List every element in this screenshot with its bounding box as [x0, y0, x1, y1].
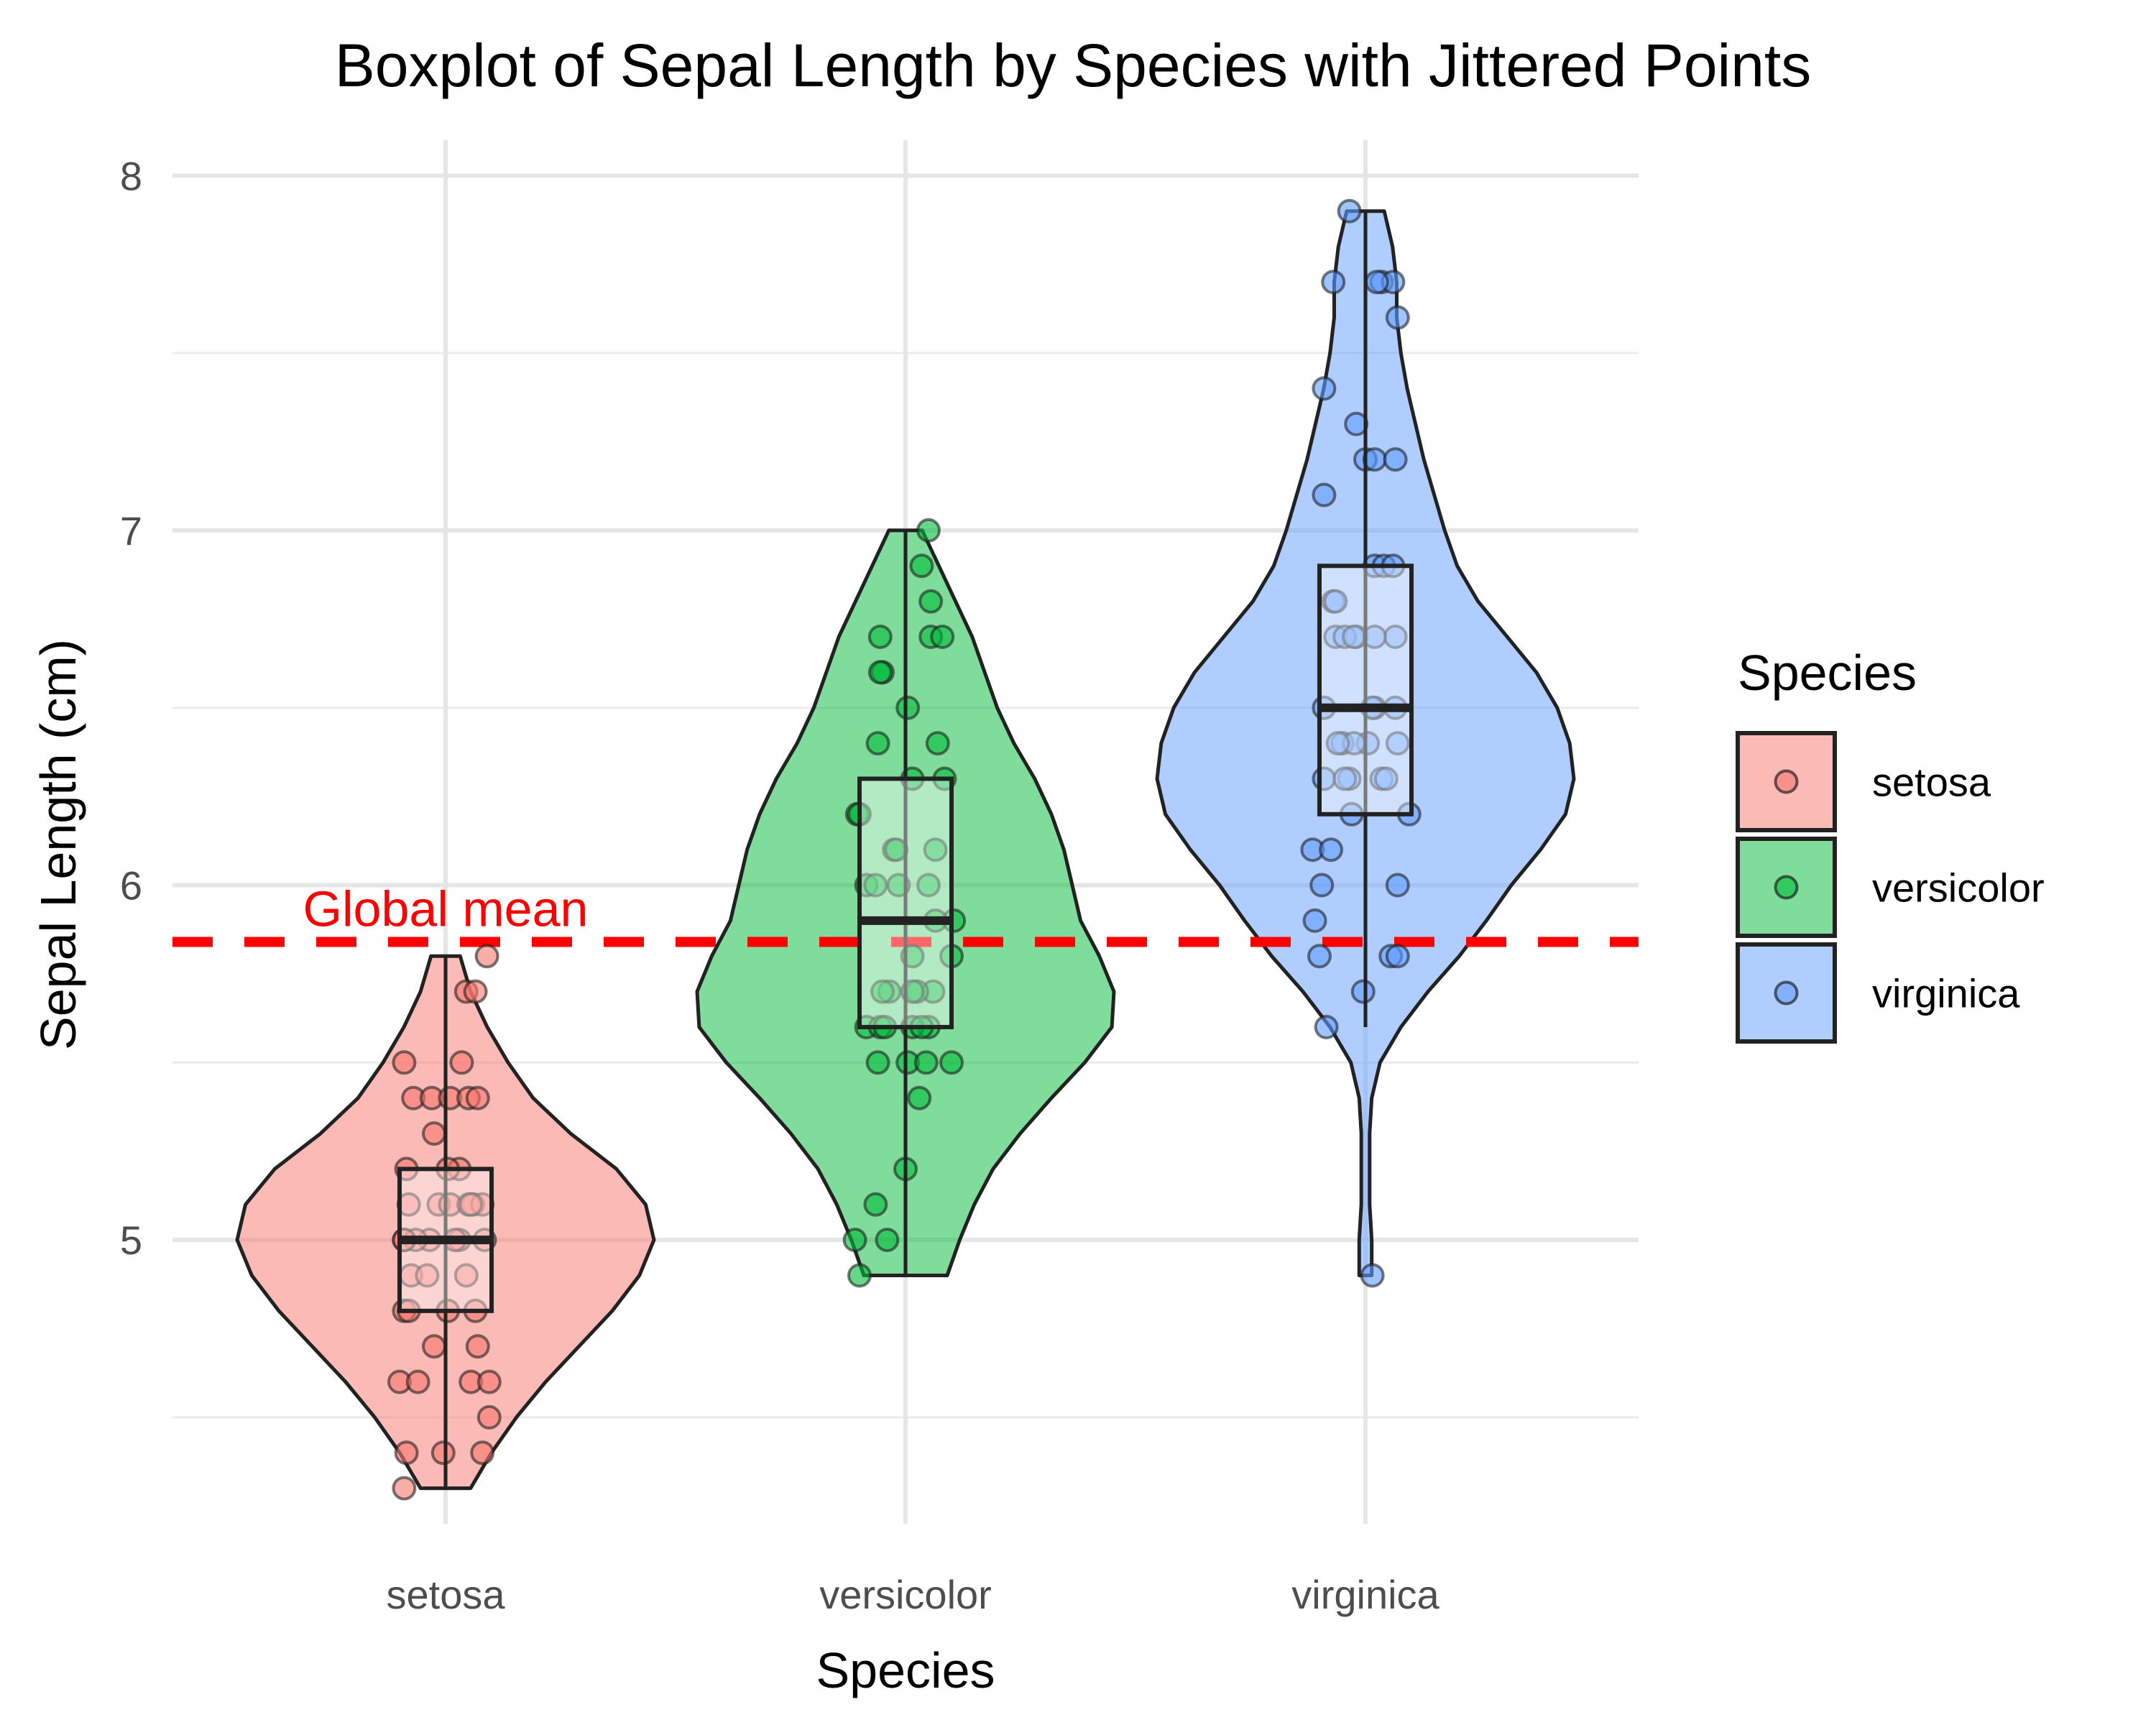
- x-axis-ticks: setosa versicolor virginica: [387, 1572, 1440, 1617]
- point-versicolor: [875, 1228, 900, 1253]
- point-versicolor: [916, 873, 941, 898]
- point-setosa: [415, 1263, 440, 1288]
- point-virginica: [1309, 873, 1335, 898]
- legend-label-setosa: setosa: [1872, 760, 1991, 805]
- point-setosa: [459, 1192, 484, 1217]
- point-virginica: [1383, 447, 1408, 472]
- point-virginica: [1385, 731, 1410, 756]
- y-tick-label: 7: [120, 508, 142, 553]
- point-versicolor: [867, 625, 893, 649]
- y-tick-label: 8: [120, 153, 142, 198]
- legend-point-setosa: [1774, 769, 1799, 794]
- legend-point-virginica: [1774, 980, 1799, 1006]
- point-setosa: [463, 979, 488, 1004]
- point-virginica: [1385, 873, 1410, 898]
- point-versicolor: [925, 731, 950, 756]
- point-virginica: [1350, 979, 1376, 1004]
- point-versicolor: [909, 553, 934, 579]
- point-versicolor: [918, 589, 944, 614]
- legend-entry-setosa: setosa: [1736, 731, 1991, 832]
- point-virginica: [1385, 944, 1410, 969]
- point-virginica: [1325, 731, 1350, 756]
- point-virginica: [1319, 837, 1343, 862]
- legend: Species setosa versicolor virginica: [1736, 645, 2045, 1044]
- point-virginica: [1373, 766, 1399, 791]
- point-setosa: [422, 1121, 446, 1146]
- point-versicolor: [930, 625, 955, 649]
- point-virginica: [1365, 270, 1389, 295]
- point-setosa: [405, 1369, 430, 1394]
- legend-title: Species: [1738, 645, 1917, 701]
- point-setosa: [392, 1050, 417, 1075]
- point-setosa: [453, 1263, 479, 1288]
- point-virginica: [1332, 766, 1358, 791]
- point-virginica: [1312, 482, 1337, 507]
- box-versicolor: [857, 776, 954, 1029]
- point-versicolor: [913, 1050, 939, 1075]
- box-virginica: [1317, 564, 1414, 816]
- global-mean-label: Global mean: [303, 881, 589, 937]
- legend-label-versicolor: versicolor: [1872, 865, 2045, 911]
- point-versicolor: [847, 1263, 872, 1288]
- point-setosa: [470, 1440, 495, 1466]
- point-versicolor: [895, 695, 921, 720]
- point-virginica: [1321, 270, 1346, 295]
- point-setosa: [392, 1476, 417, 1501]
- point-setosa: [422, 1334, 446, 1359]
- point-setosa: [465, 1085, 490, 1110]
- point-versicolor: [939, 1050, 964, 1075]
- point-versicolor: [916, 518, 941, 543]
- point-setosa: [449, 1050, 474, 1075]
- point-setosa: [394, 1440, 419, 1466]
- point-setosa: [476, 1404, 502, 1430]
- y-tick-label: 5: [120, 1218, 142, 1263]
- point-virginica: [1312, 376, 1337, 401]
- boxplots: [397, 211, 1414, 1489]
- point-setosa: [476, 1369, 502, 1394]
- point-setosa: [430, 1440, 456, 1466]
- point-virginica: [1385, 305, 1410, 330]
- legend-point-versicolor: [1774, 875, 1799, 900]
- point-versicolor: [870, 979, 895, 1004]
- x-tick-label: versicolor: [819, 1572, 992, 1617]
- point-versicolor: [865, 731, 890, 756]
- legend-entry-versicolor: versicolor: [1736, 837, 2045, 938]
- point-versicolor: [863, 1192, 888, 1217]
- x-tick-label: virginica: [1291, 1572, 1439, 1617]
- y-axis-ticks: 5 6 7 8: [120, 153, 142, 1263]
- point-virginica: [1307, 944, 1332, 969]
- chart-title: Boxplot of Sepal Length by Species with …: [335, 32, 1812, 99]
- point-virginica: [1323, 589, 1348, 614]
- point-setosa: [465, 1334, 490, 1359]
- point-setosa: [474, 944, 499, 969]
- point-versicolor: [923, 837, 948, 862]
- x-tick-label: setosa: [387, 1572, 506, 1617]
- y-axis-title: Sepal Length (cm): [30, 639, 86, 1050]
- legend-label-virginica: virginica: [1872, 971, 2020, 1016]
- point-virginica: [1360, 1263, 1385, 1288]
- x-axis-title: Species: [816, 1642, 995, 1698]
- point-versicolor: [842, 1228, 867, 1253]
- point-virginica: [1314, 1015, 1339, 1039]
- point-versicolor: [865, 1050, 890, 1075]
- legend-entry-virginica: virginica: [1736, 942, 2020, 1044]
- point-versicolor: [867, 660, 893, 685]
- point-virginica: [1337, 198, 1362, 224]
- point-versicolor: [863, 873, 888, 898]
- y-tick-label: 6: [120, 863, 142, 908]
- point-versicolor: [907, 1085, 932, 1110]
- point-virginica: [1302, 908, 1327, 933]
